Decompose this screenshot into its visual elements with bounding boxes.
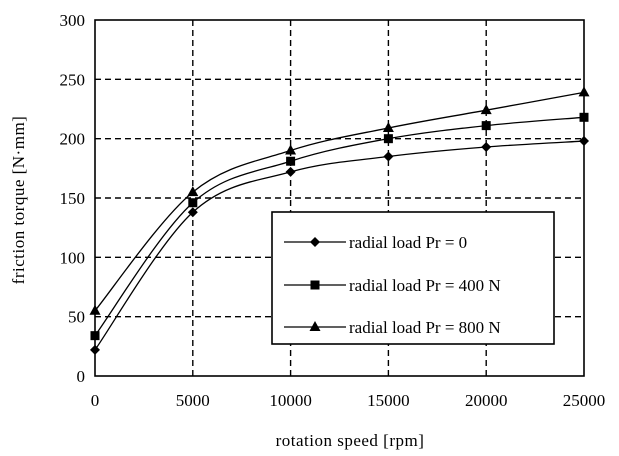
square-marker	[383, 134, 393, 144]
x-tick-label: 15000	[367, 391, 410, 410]
diamond-marker	[187, 207, 198, 218]
square-marker	[481, 121, 491, 131]
triangle-marker	[382, 121, 394, 132]
y-tick-label: 250	[60, 70, 86, 89]
square-marker	[90, 331, 100, 341]
y-axis-title: friction torque [N·mm]	[9, 116, 28, 285]
triangle-marker	[480, 104, 492, 115]
x-axis-title: rotation speed [rpm]	[276, 431, 425, 450]
y-tick-label: 0	[77, 367, 86, 386]
diamond-marker	[90, 344, 100, 355]
x-tick-label: 25000	[563, 391, 606, 410]
legend-diamond-marker	[310, 237, 320, 247]
legend-label: radial load Pr = 0	[349, 233, 467, 252]
y-tick-label: 100	[60, 248, 86, 267]
legend: radial load Pr = 0 radial load Pr = 400 N…	[271, 211, 555, 345]
legend-box	[271, 211, 555, 345]
triangle-marker	[187, 186, 199, 197]
y-tick-label: 200	[60, 130, 86, 149]
series-diamond	[90, 136, 589, 355]
x-tick-label: 0	[91, 391, 100, 410]
legend-item: radial load Pr = 0	[284, 233, 467, 252]
square-marker	[188, 198, 198, 208]
legend-square-marker	[310, 280, 320, 290]
triangle-marker	[285, 144, 297, 155]
diamond-marker	[579, 136, 589, 147]
legend-item: radial load Pr = 800 N	[284, 318, 501, 337]
series-layer	[89, 86, 590, 355]
triangle-marker	[578, 86, 590, 97]
legend-label: radial load Pr = 400 N	[349, 276, 501, 295]
legend-item: radial load Pr = 400 N	[284, 276, 501, 295]
triangle-marker	[89, 304, 101, 315]
y-tick-label: 150	[60, 189, 86, 208]
x-tick-label: 20000	[465, 391, 508, 410]
y-tick-labels: 0 50 100 150 200 250 300	[60, 11, 86, 386]
square-marker	[579, 112, 589, 122]
x-tick-label: 5000	[176, 391, 210, 410]
y-tick-label: 300	[60, 11, 86, 30]
legend-label: radial load Pr = 800 N	[349, 318, 501, 337]
square-marker	[286, 156, 296, 166]
legend-triangle-marker	[309, 321, 321, 331]
series-square	[90, 112, 589, 341]
y-tick-label: 50	[68, 308, 85, 327]
x-tick-labels: 0 5000 10000 15000 20000 25000	[91, 391, 606, 410]
plot-frame	[94, 19, 585, 377]
diamond-marker	[383, 151, 394, 162]
diamond-marker	[285, 166, 296, 177]
series-triangle	[89, 86, 590, 315]
diamond-marker	[481, 141, 492, 152]
x-tick-label: 10000	[269, 391, 312, 410]
